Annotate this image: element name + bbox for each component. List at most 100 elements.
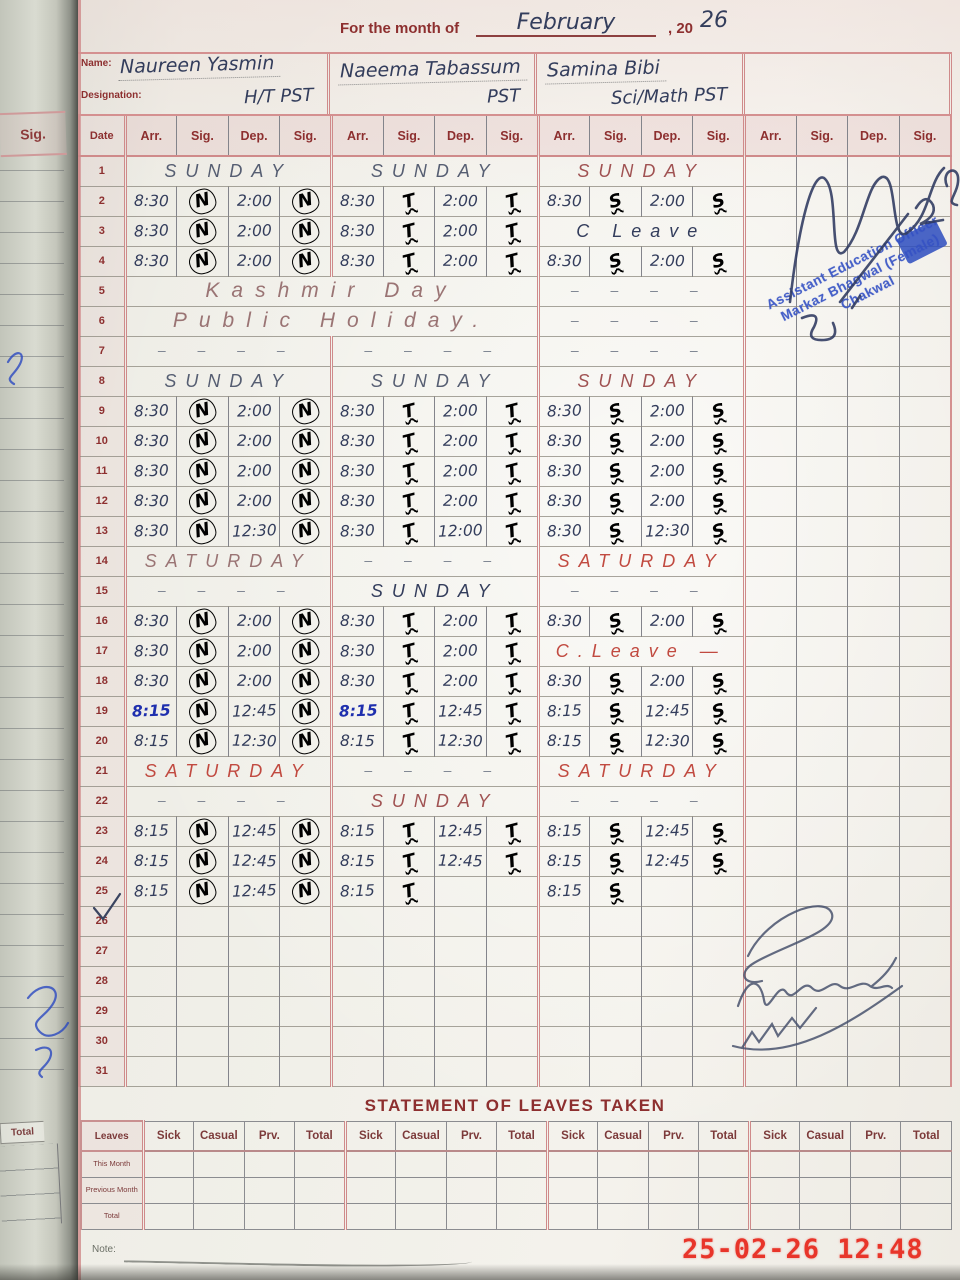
date-cell: 30 bbox=[78, 1026, 127, 1057]
attendance-cell bbox=[743, 156, 797, 187]
attendance-cell: T bbox=[383, 816, 436, 847]
attendance-row: 31 bbox=[78, 1056, 952, 1087]
attendance-cell: N bbox=[176, 245, 229, 277]
prev-page-rule-line bbox=[0, 666, 64, 667]
attendance-cell: 2:00 bbox=[434, 636, 487, 667]
leaves-column-header: Sick bbox=[545, 1120, 599, 1152]
column-header: Sig. bbox=[383, 116, 436, 157]
attendance-cell bbox=[796, 1056, 849, 1087]
attendance-cell bbox=[743, 606, 797, 637]
attendance-cell bbox=[486, 906, 539, 937]
attendance-cell: 8:15 bbox=[123, 876, 178, 907]
signature-initial: T bbox=[503, 849, 521, 873]
attendance-cell: T bbox=[383, 726, 436, 757]
attendance-cell bbox=[899, 966, 952, 997]
attendance-cell bbox=[743, 636, 797, 667]
attendance-cell bbox=[123, 996, 178, 1027]
attendance-cell: 2:00 bbox=[228, 396, 281, 427]
attendance-cell bbox=[847, 576, 900, 607]
signature-initial: S bbox=[607, 729, 624, 753]
attendance-cell bbox=[899, 306, 952, 337]
leaves-cell bbox=[849, 1176, 902, 1204]
attendance-cell: S bbox=[692, 516, 745, 547]
attendance-cell bbox=[536, 1026, 591, 1057]
signature-initial: N bbox=[289, 875, 322, 907]
day-entry: SUNDAY bbox=[536, 366, 745, 397]
signature-initial: N bbox=[186, 605, 219, 637]
leaves-cell bbox=[445, 1176, 498, 1204]
signature-initial: T bbox=[503, 399, 521, 423]
leaves-column-header: Sick bbox=[141, 1120, 195, 1152]
attendance-row: 19 8:15 N 12:45 N 8:15 T 12:45 T 8:15 S 12:45 S bbox=[78, 695, 952, 727]
signature-initial: T bbox=[400, 189, 418, 213]
attendance-row: 11 8:30 N 2:00 N 8:30 T 2:00 T 8:30 S 2:00 S bbox=[78, 455, 952, 487]
attendance-row: 24 8:15 N 12:45 N 8:15 T 12:45 T 8:15 S 12:45 S bbox=[78, 845, 952, 877]
attendance-cell: 12:45 bbox=[641, 816, 694, 847]
signature-initial: S bbox=[607, 519, 624, 543]
attendance-cell: 2:00 bbox=[641, 396, 694, 427]
attendance-cell: 12:45 bbox=[434, 816, 487, 847]
attendance-cell bbox=[847, 366, 900, 397]
attendance-cell: 8:15 bbox=[536, 846, 591, 877]
attendance-cell: N bbox=[176, 725, 229, 757]
attendance-cell bbox=[641, 936, 694, 967]
attendance-cell bbox=[899, 336, 952, 367]
attendance-row: 26 bbox=[78, 906, 952, 937]
attendance-cell bbox=[330, 996, 384, 1027]
attendance-cell bbox=[899, 396, 952, 427]
attendance-cell bbox=[796, 576, 849, 607]
attendance-cell bbox=[123, 966, 178, 997]
attendance-cell: T bbox=[383, 486, 436, 517]
attendance-cell: 8:15 bbox=[536, 876, 591, 907]
prev-page-rule-line bbox=[0, 170, 64, 171]
day-entry: SUNDAY bbox=[330, 366, 539, 397]
prev-page-rule-line bbox=[0, 294, 64, 295]
attendance-cell: S bbox=[589, 456, 642, 487]
attendance-cell: 12:45 bbox=[228, 846, 281, 877]
teacher-1-name: Naureen Yasmin bbox=[117, 51, 281, 82]
attendance-cell bbox=[899, 786, 952, 817]
leaves-column-header: Prv. bbox=[445, 1120, 498, 1152]
attendance-cell: N bbox=[176, 215, 229, 247]
leaves-cell bbox=[141, 1150, 195, 1178]
attendance-cell: S bbox=[589, 846, 642, 877]
attendance-cell: T bbox=[383, 666, 436, 697]
date-cell: 20 bbox=[78, 726, 127, 757]
attendance-cell: N bbox=[279, 395, 332, 427]
attendance-cell: 8:30 bbox=[536, 246, 591, 277]
attendance-cell: T bbox=[486, 846, 539, 877]
prev-page-rule-line bbox=[0, 573, 64, 574]
attendance-cell bbox=[434, 876, 487, 907]
signature-initial: N bbox=[289, 515, 322, 547]
attendance-cell bbox=[743, 486, 797, 517]
attendance-cell: T bbox=[486, 816, 539, 847]
attendance-cell bbox=[123, 906, 178, 937]
attendance-cell: N bbox=[279, 815, 332, 847]
signature-initial: S bbox=[607, 429, 624, 453]
leaves-cell bbox=[747, 1202, 801, 1230]
leaves-cell bbox=[647, 1150, 700, 1178]
signature-initial: N bbox=[186, 515, 219, 547]
attendance-cell bbox=[641, 906, 694, 937]
leaves-cell bbox=[496, 1202, 548, 1230]
attendance-cell: 2:00 bbox=[434, 666, 487, 697]
leaves-cell bbox=[395, 1202, 447, 1230]
attendance-cell: S bbox=[692, 396, 745, 427]
prev-page-rule-line bbox=[0, 232, 64, 233]
signature-initial: N bbox=[186, 455, 219, 487]
signature-initial: T bbox=[400, 459, 418, 483]
attendance-row: 16 8:30 N 2:00 N 8:30 T 2:00 T 8:30 S 2:00 S bbox=[78, 605, 952, 637]
attendance-cell bbox=[847, 756, 900, 787]
camera-timestamp: 25-02-26 12:48 bbox=[682, 1234, 924, 1265]
attendance-cell bbox=[847, 606, 900, 637]
leaves-cell bbox=[343, 1202, 397, 1230]
signature-initial: N bbox=[289, 425, 322, 457]
attendance-cell: T bbox=[486, 636, 539, 667]
attendance-cell: 2:00 bbox=[434, 426, 487, 457]
attendance-cell: N bbox=[176, 515, 229, 547]
attendance-cell: T bbox=[486, 396, 539, 427]
leaves-header-row: Leaves Sick Casual Prv. Total Sick Casual Prv. T… bbox=[80, 1120, 952, 1152]
leaves-cell bbox=[193, 1202, 245, 1230]
signature-initial: S bbox=[607, 609, 624, 633]
attendance-row: 25 8:15 N 12:45 N 8:15 T 8:15 S bbox=[78, 875, 952, 907]
